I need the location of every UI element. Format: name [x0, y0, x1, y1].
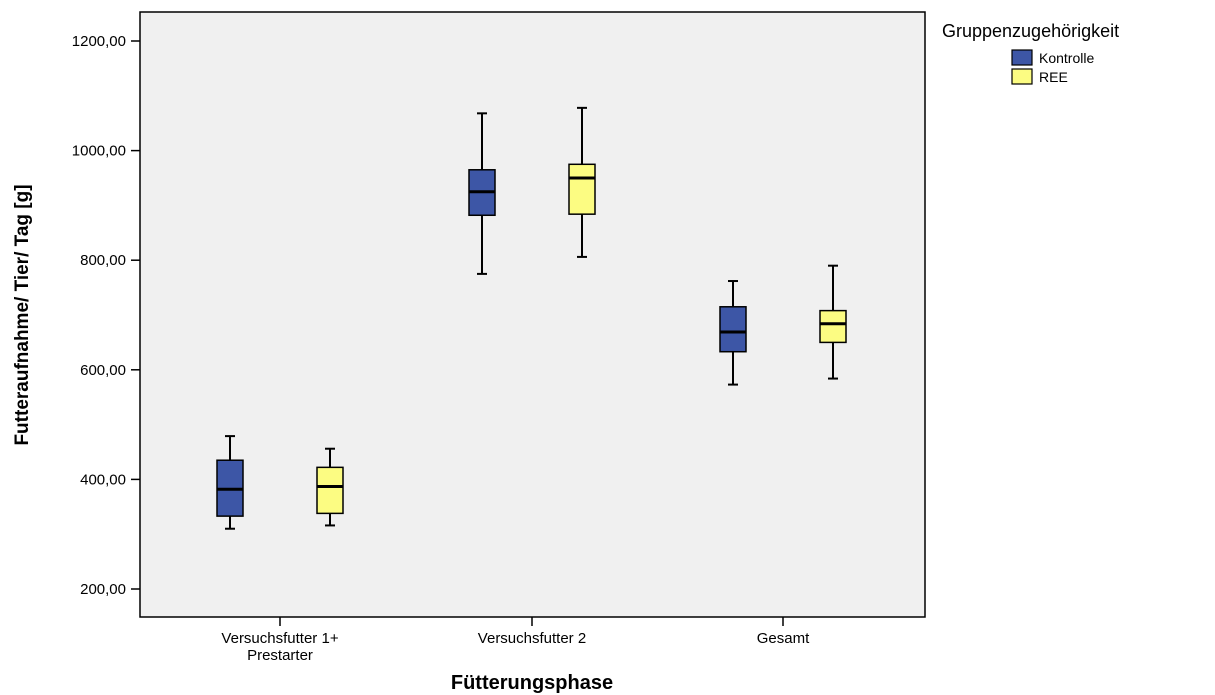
plot-area: [139, 11, 926, 618]
x-tick-label: Gesamt: [757, 630, 810, 647]
legend-items: Kontrolle REE: [1011, 49, 1094, 85]
x-tick-label: Versuchsfutter 1+: [221, 630, 338, 647]
y-axis-title: Futteraufnahme/ Tier/ Tag [g]: [12, 184, 33, 445]
box-iqr: [316, 466, 344, 515]
legend-title: Gruppenzugehörigkeit: [942, 21, 1119, 41]
legend-swatch-ree: [1011, 68, 1033, 85]
legend-label-ree: REE: [1039, 69, 1068, 85]
box-kontrolle-1: [216, 435, 244, 530]
y-tick-label: 600,00: [80, 362, 126, 379]
y-tick-label: 200,00: [80, 581, 126, 598]
box-series: [216, 106, 847, 530]
box-ree-3: [819, 264, 847, 380]
box-ree-2: [568, 106, 596, 258]
y-tick-label: 1200,00: [72, 33, 126, 50]
box-iqr: [819, 309, 847, 344]
y-tick-label: 1000,00: [72, 143, 126, 160]
y-tick-label: 400,00: [80, 471, 126, 488]
box-ree-1: [316, 447, 344, 527]
box-kontrolle-3: [719, 280, 747, 386]
x-axis: Versuchsfutter 1+Prestarter Versuchsfutte…: [221, 617, 810, 664]
y-tick-label: 800,00: [80, 252, 126, 269]
y-axis: 200,00 400,00 600,00 800,00 1000,00 1200,00: [72, 33, 140, 598]
box-kontrolle-2: [468, 112, 496, 275]
legend-swatch-kontrolle: [1011, 49, 1033, 66]
x-tick-label: Versuchsfutter 2: [478, 630, 586, 647]
box-iqr: [719, 306, 747, 353]
legend-label-kontrolle: Kontrolle: [1039, 50, 1094, 66]
legend: Gruppenzugehörigkeit Kontrolle REE: [942, 21, 1119, 85]
x-tick-label: Prestarter: [247, 647, 313, 664]
x-axis-title: Fütterungsphase: [451, 672, 613, 694]
box-iqr: [568, 163, 596, 215]
